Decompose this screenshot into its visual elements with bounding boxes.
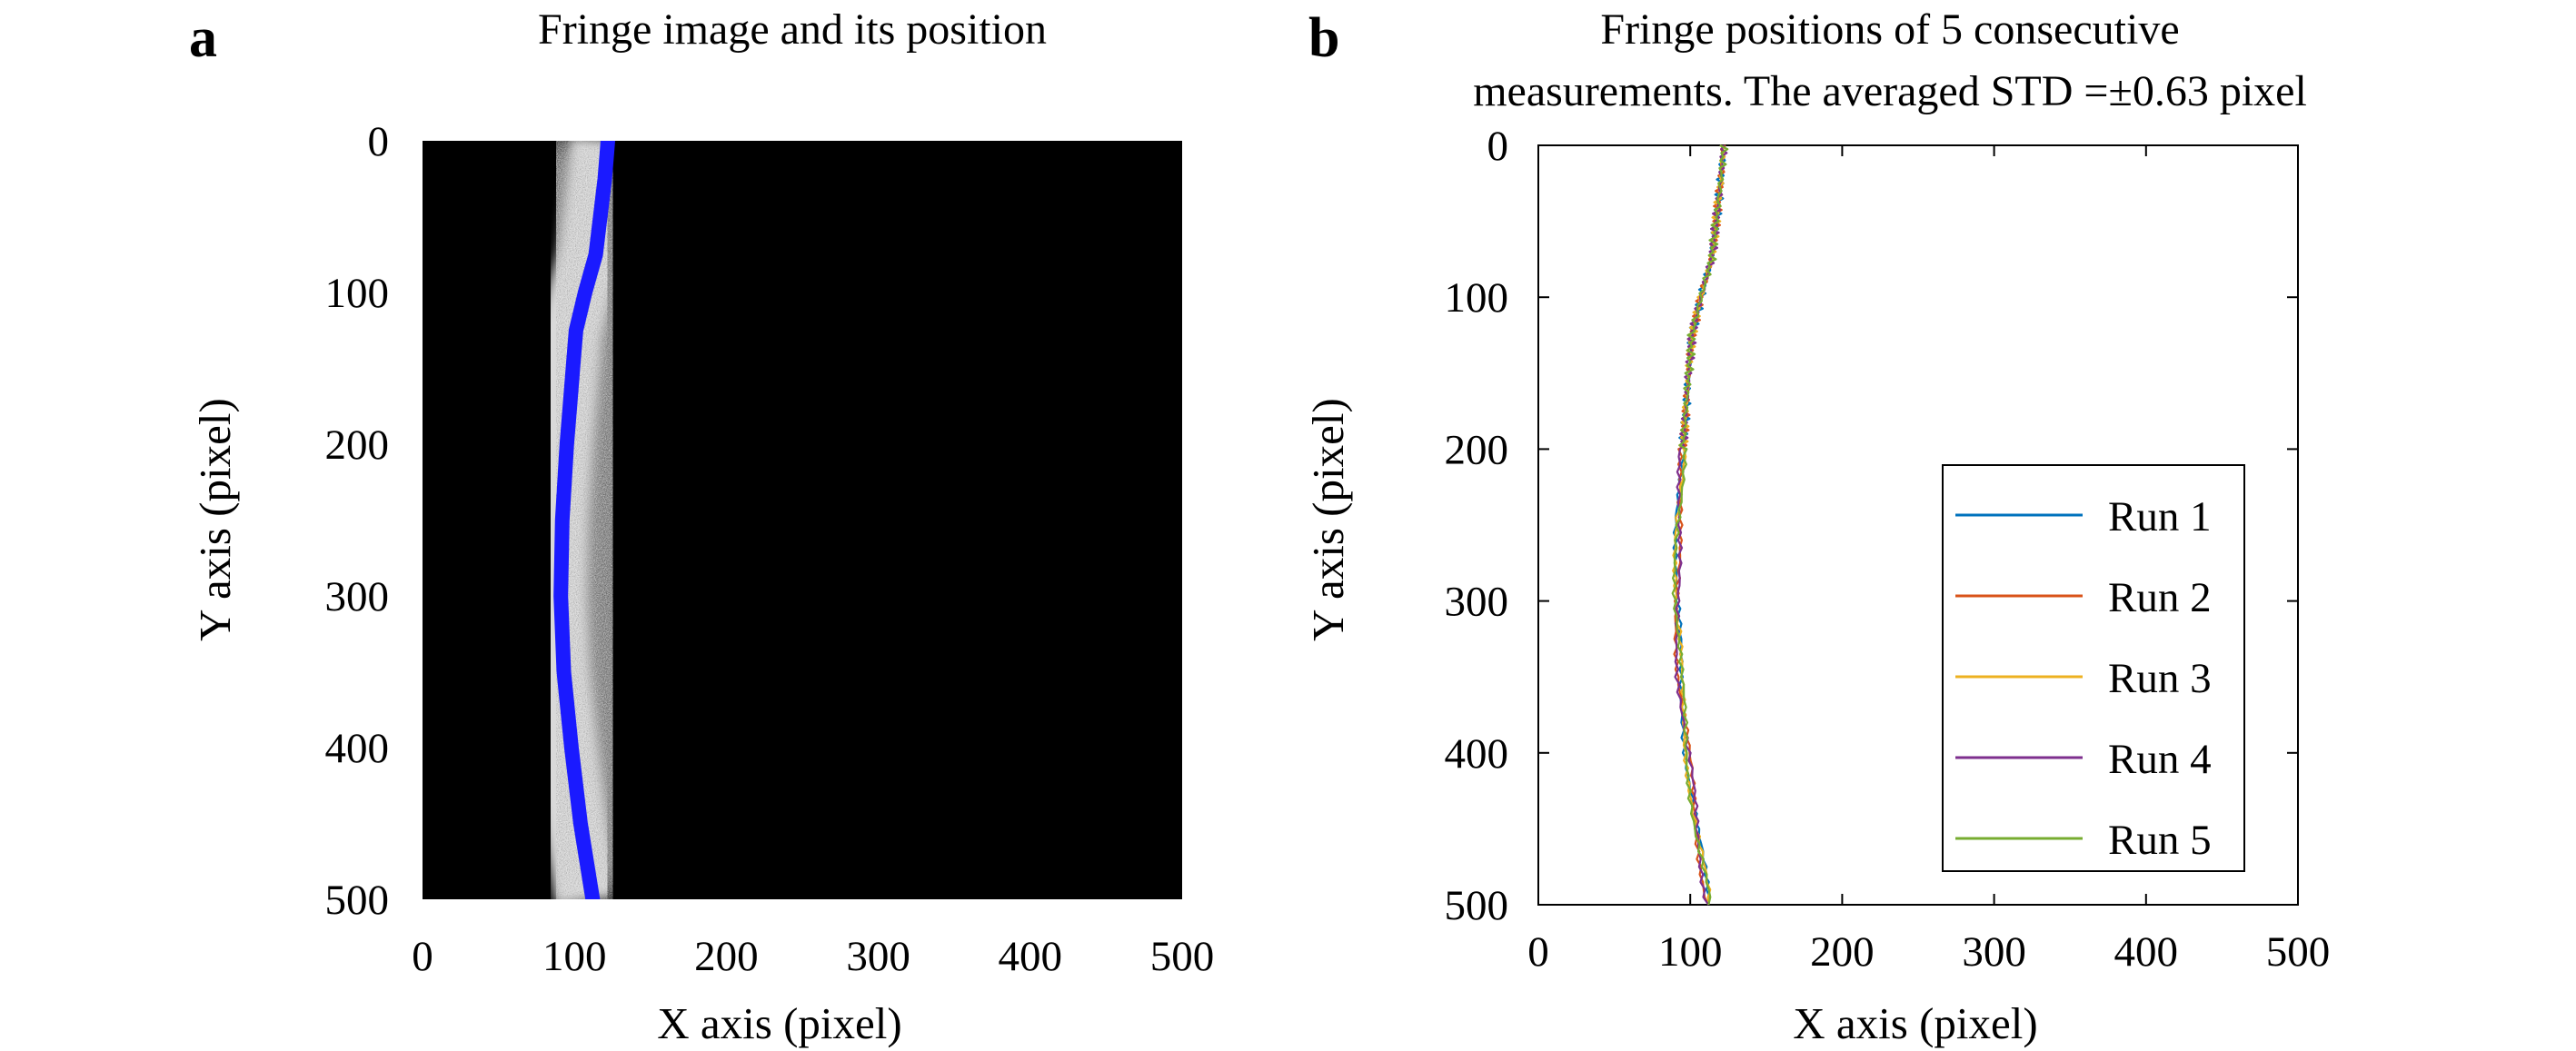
panel-a-y-tick-label: 200 [325,421,390,469]
panel-a-x-tick-label: 100 [542,933,607,980]
panel-b-y-tick-label: 300 [1445,579,1509,626]
panel-a-xlabel: X axis (pixel) [657,998,901,1048]
run-line-5 [1671,144,1729,906]
panel-a-x-tick-label: 0 [412,933,433,980]
panel-b-x-tick-label: 100 [1658,928,1723,976]
panel-a-y-tick-label: 500 [325,877,390,924]
panel-b-y-tick-label: 500 [1445,882,1509,929]
panel-b-title-line-1: Fringe positions of 5 consecutive [1600,5,2179,54]
panel-b-y-tick-label: 200 [1445,426,1509,473]
panel-a-letter: a [189,7,217,69]
panel-b-ylabel: Y axis (pixel) [1303,398,1353,641]
legend-label-2: Run 2 [2108,574,2212,621]
panel-a-y-tick-label: 0 [368,118,390,165]
fringe-position-overlay [553,141,615,899]
panel-a-x-tick-label: 300 [846,933,910,980]
image-noise [423,141,1182,899]
panel-b-y-tick-label: 0 [1487,123,1509,170]
panel-b-x-tick-label: 400 [2114,928,2179,976]
panel-a-x-tick-label: 400 [999,933,1063,980]
panel-b-letter: b [1308,7,1339,69]
legend-label-4: Run 4 [2108,736,2212,783]
panel-b-y-ticks: 0 100 200 300 400 500 [1445,123,2298,929]
panel-b-y-tick-label: 100 [1445,274,1509,322]
panel-b-x-tick-label: 300 [1962,928,2026,976]
panel-a-ylabel: Y axis (pixel) [190,398,240,641]
panel-a-x-ticks: 0 100 200 300 400 500 [412,933,1214,980]
panel-b-xlabel: X axis (pixel) [1793,998,2037,1048]
legend-label-3: Run 3 [2108,655,2212,702]
panel-a-x-tick-label: 500 [1150,933,1215,980]
legend: Run 1 Run 2 Run 3 Run 4 Run 5 [1942,464,2245,872]
panel-b-x-tick-label: 500 [2266,928,2331,976]
panel-a-y-tick-label: 300 [325,573,390,620]
panel-b: b Fringe positions of 5 consecutive meas… [1303,5,2330,1048]
panel-a: a Fringe image and its position 0 100 200 3… [189,5,1214,1048]
panel-b-x-ticks: 0 100 200 300 400 500 [1527,145,2330,976]
panel-a-x-tick-label: 200 [694,933,759,980]
legend-label-5: Run 5 [2108,817,2212,864]
legend-box [1942,464,2245,872]
panel-a-title: Fringe image and its position [538,5,1047,54]
legend-label-1: Run 1 [2108,493,2212,540]
run-lines [1671,144,1729,906]
panel-a-y-tick-label: 100 [325,270,390,317]
panel-b-y-tick-label: 400 [1445,730,1509,778]
panel-b-x-tick-label: 200 [1810,928,1875,976]
fringe-position-line [553,141,615,899]
panel-b-title-line-2: measurements. The averaged STD =±0.63 pi… [1473,67,2307,115]
fringe-image [423,141,1182,899]
panel-b-x-tick-label: 0 [1527,928,1549,976]
panel-a-y-tick-label: 400 [325,725,390,772]
panel-a-y-ticks: 0 100 200 300 400 500 [325,118,390,924]
